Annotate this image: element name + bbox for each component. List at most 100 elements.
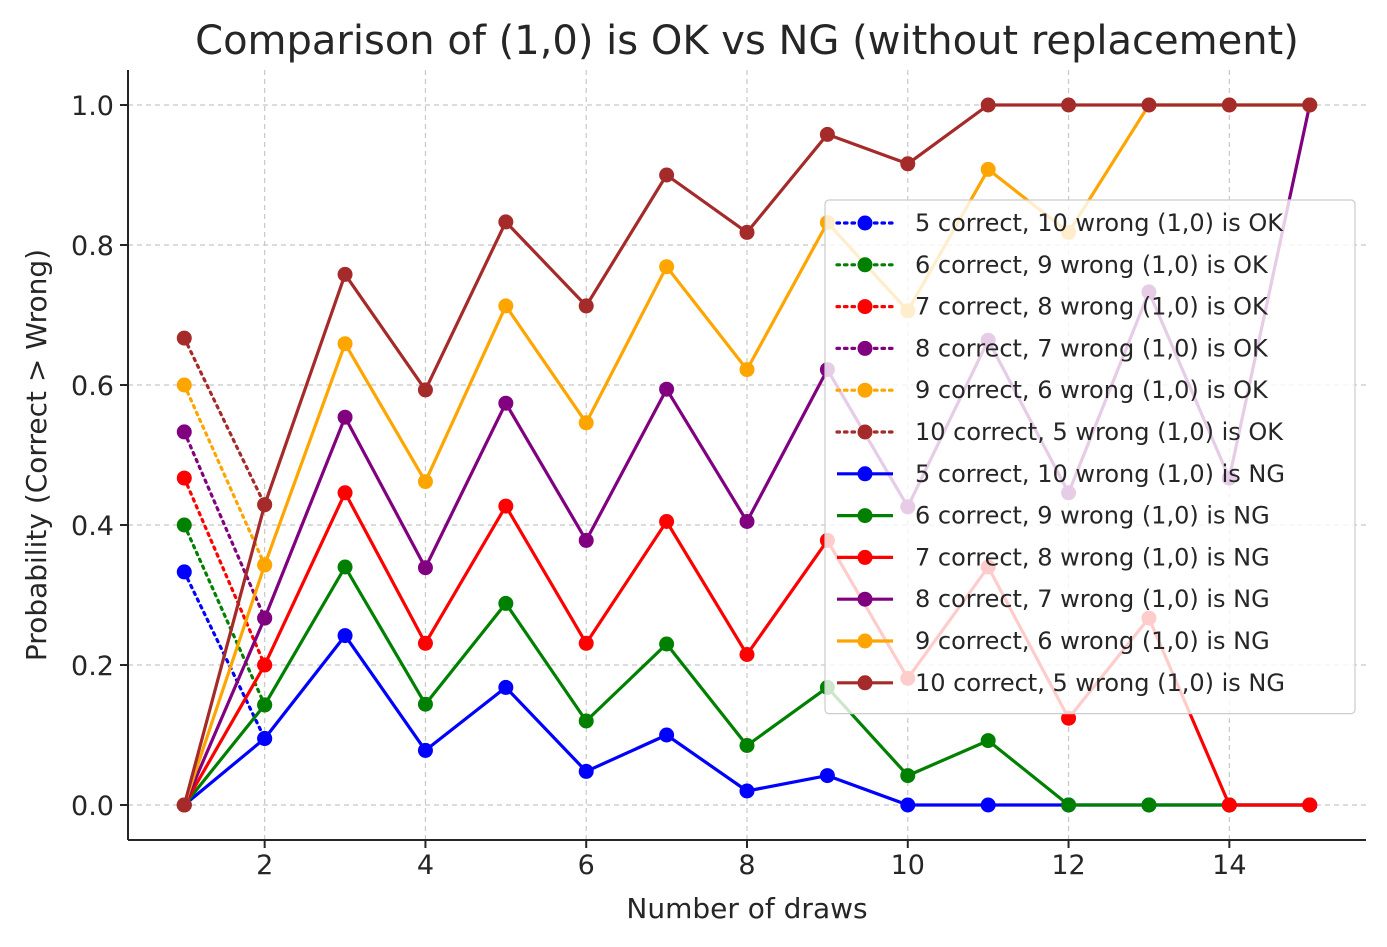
data-point [1141,797,1157,813]
legend-label: 5 correct, 10 wrong (1,0) is NG [915,460,1285,488]
data-point [176,330,192,346]
legend-marker [857,466,873,482]
data-point [257,497,273,513]
legend-marker [857,299,873,315]
data-point [337,559,353,575]
data-point [417,382,433,398]
data-point [739,783,755,799]
data-point [337,336,353,352]
data-point [257,557,273,573]
legend-label: 10 correct, 5 wrong (1,0) is OK [915,418,1284,446]
legend-entry: 7 correct, 8 wrong (1,0) is OK [835,293,1269,321]
legend-box [824,199,1356,715]
legend-marker [857,257,873,273]
series-line [182,430,267,620]
data-point [739,514,755,529]
data-point [498,595,514,611]
legend-label: 7 correct, 8 wrong (1,0) is OK [915,293,1269,321]
data-point [498,298,514,314]
data-point [417,474,433,490]
data-point [578,415,594,431]
data-point [176,377,192,393]
x-tick-label: 8 [738,850,755,881]
legend-label: 6 correct, 9 wrong (1,0) is NG [915,502,1270,530]
legend-label: 9 correct, 6 wrong (1,0) is NG [915,627,1270,655]
legend-entry: 6 correct, 9 wrong (1,0) is NG [837,502,1270,530]
data-point [578,713,594,729]
data-point [176,517,192,533]
legend-entry: 8 correct, 7 wrong (1,0) is OK [835,334,1269,362]
data-point [176,470,192,486]
legend-label: 9 correct, 6 wrong (1,0) is OK [915,376,1269,404]
chart-title: Comparison of (1,0) is OK vs NG (without… [195,18,1299,64]
data-point [176,564,192,580]
legend-marker [857,424,873,440]
data-point [659,381,675,397]
y-tick-label: 0.2 [71,651,114,682]
data-point [1221,797,1237,813]
y-tick-label: 0.0 [71,791,114,822]
data-point [578,635,594,651]
legend: 5 correct, 10 wrong (1,0) is OK 6 correct… [824,199,1356,715]
data-point [659,167,675,183]
data-point [819,768,835,784]
legend-marker [857,508,873,524]
data-point [659,514,675,529]
data-point [498,498,514,514]
data-point [739,362,755,378]
legend-label: 5 correct, 10 wrong (1,0) is OK [915,209,1284,237]
legend-marker [857,633,873,649]
series-line [182,476,267,667]
x-axis-label: Number of draws [626,892,867,925]
data-point [337,485,353,501]
data-point [257,610,273,626]
legend-entry: 7 correct, 8 wrong (1,0) is NG [837,543,1270,571]
legend-entry: 10 correct, 5 wrong (1,0) is OK [835,418,1284,446]
x-tick-label: 10 [891,850,925,881]
y-tick-label: 0.4 [71,511,114,542]
data-point [417,696,433,712]
data-point [1221,97,1237,113]
legend-entry: 9 correct, 6 wrong (1,0) is OK [835,376,1269,404]
data-point [498,395,514,411]
data-point [417,635,433,651]
data-point [980,97,996,113]
data-point [1302,797,1318,813]
data-point [1141,97,1157,113]
data-point [417,560,433,576]
y-tick-label: 0.6 [71,371,114,402]
data-point [900,797,916,813]
y-tick-label: 0.8 [71,231,114,262]
legend-marker [857,215,873,231]
x-tick-label: 14 [1212,850,1246,881]
legend-marker [857,591,873,607]
y-axis-label: Probability (Correct > Wrong) [20,249,53,661]
series-12 [176,97,1318,813]
legend-label: 7 correct, 8 wrong (1,0) is NG [915,543,1270,571]
y-tick-label: 1.0 [71,91,114,122]
data-point [900,156,916,172]
x-tick-label: 6 [578,850,595,881]
data-point [176,797,192,813]
data-point [1061,797,1077,813]
data-point [257,731,273,746]
legend-label: 8 correct, 7 wrong (1,0) is OK [915,334,1269,362]
data-point [819,126,835,142]
data-point [980,161,996,177]
data-point [980,797,996,813]
data-point [900,768,916,784]
legend-entry: 9 correct, 6 wrong (1,0) is NG [837,627,1270,655]
data-point [659,259,675,275]
data-point [739,738,755,753]
data-point [980,733,996,749]
x-tick-label: 12 [1051,850,1085,881]
data-point [337,628,353,644]
data-point [498,679,514,695]
series-line [182,383,267,567]
data-point [1302,97,1318,113]
plot-area [176,97,1318,813]
data-point [578,298,594,314]
legend-entry: 10 correct, 5 wrong (1,0) is NG [837,669,1285,697]
legend-label: 6 correct, 9 wrong (1,0) is OK [915,251,1269,279]
